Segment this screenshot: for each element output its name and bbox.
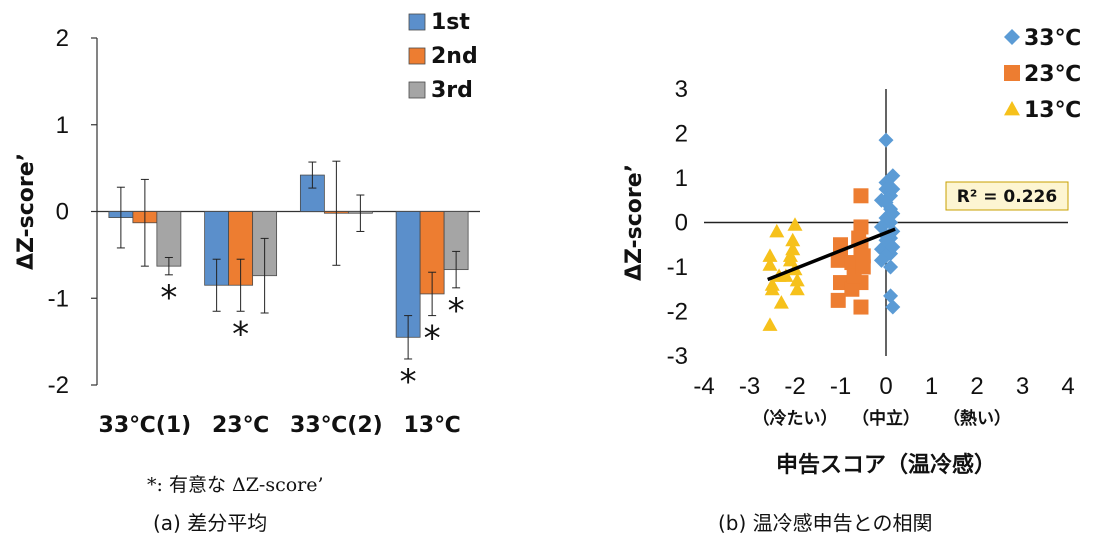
x-tick-label: -2 [784,373,805,400]
x-sublabel: （冷たい） [753,408,838,429]
square-marker [844,281,860,297]
y-tick-label: 0 [56,199,69,226]
y-tick-label: 2 [56,25,69,52]
r2-box [945,181,1069,211]
y-tick-label: -2 [48,372,69,399]
category-label: 33℃(2) [290,413,383,438]
square-marker [1004,65,1020,81]
x-sublabel: （中立） [852,408,920,429]
significance-star: * [424,319,441,359]
diamond-marker [873,252,889,268]
diamond-marker [1004,29,1020,45]
triangle-marker [762,257,778,271]
triangle-marker [785,232,801,247]
diamond-marker [883,259,899,275]
diamond-marker [885,239,901,255]
x-tick-label: -1 [830,373,851,400]
diamond-marker [885,299,901,315]
legend-swatch-2nd [408,47,426,65]
x-tick-label: 1 [925,373,938,400]
diamond-marker [885,168,901,184]
x-axis-label: 申告スコア（温冷感） [776,452,996,478]
caption-a: (a) 差分平均 [153,511,267,535]
legend-swatch-3rd [408,81,426,99]
y-axis-label: ΔZ-score’ [14,153,39,270]
triangle-marker [764,281,780,296]
triangle-marker [1004,101,1020,116]
legend-swatch-1st [408,13,426,31]
significance-star: * [400,362,417,402]
x-tick-label: 2 [970,373,983,400]
triangle-marker [773,295,789,309]
x-tick-label: -3 [739,373,760,400]
x-sublabel: （熱い） [943,408,1011,429]
significance-note: *: 有意な ΔZ-score’ [147,474,324,496]
y-tick-label: -2 [667,299,688,326]
diamond-marker [885,206,901,222]
category-label: 23℃ [212,413,269,438]
y-tick-label: 0 [675,210,688,237]
legend-label-3rd: 3rd [431,78,473,103]
legend-label-2nd: 2nd [431,44,478,69]
x-tick-label: 0 [879,373,892,400]
category-label: 13℃ [403,413,460,438]
x-tick-label: -4 [693,373,714,400]
triangle-marker [778,268,794,282]
category-label: 33℃(1) [99,413,192,438]
square-marker [853,188,869,204]
y-tick-label: -1 [667,254,688,281]
y-axis-label: ΔZ-score’ [622,164,647,281]
x-tick-label: 4 [1061,373,1074,400]
significance-star: * [232,314,249,354]
triangle-marker [789,272,805,287]
x-tick-label: 3 [1016,373,1029,400]
square-marker [830,292,846,308]
triangle-marker [789,281,805,296]
diamond-marker [883,288,899,304]
diamond-marker [878,132,894,148]
legend-label-square: 23℃ [1024,62,1081,87]
legend-label-1st: 1st [431,10,470,35]
square-marker [853,299,869,315]
square-marker [855,259,871,275]
triangle-marker [762,317,778,331]
r2-label: R² = 0.226 [957,187,1057,207]
diamond-marker [885,181,901,197]
y-tick-label: -1 [48,285,69,312]
bar-chart-panel-a: 210-1-2ΔZ-score’33℃(1) 23℃ 33℃(2) 13℃*****1… [14,10,480,438]
legend-label-diamond: 33℃ [1024,26,1081,51]
square-marker [830,252,846,268]
legend-label-triangle: 13℃ [1024,98,1081,123]
square-marker [844,255,860,271]
trendline [767,227,896,282]
y-tick-label: 2 [675,121,688,148]
y-tick-label: 1 [56,112,69,139]
triangle-marker [782,248,798,262]
significance-star: * [448,291,465,331]
square-marker [833,275,848,291]
triangle-marker [769,223,785,238]
y-tick-label: 3 [675,76,688,103]
triangle-marker [787,217,803,231]
y-tick-label: -3 [667,343,688,370]
significance-star: * [160,278,177,318]
triangle-marker [762,248,778,262]
y-tick-label: 1 [675,165,688,192]
caption-b: (b) 温冷感申告との相関 [718,511,932,535]
